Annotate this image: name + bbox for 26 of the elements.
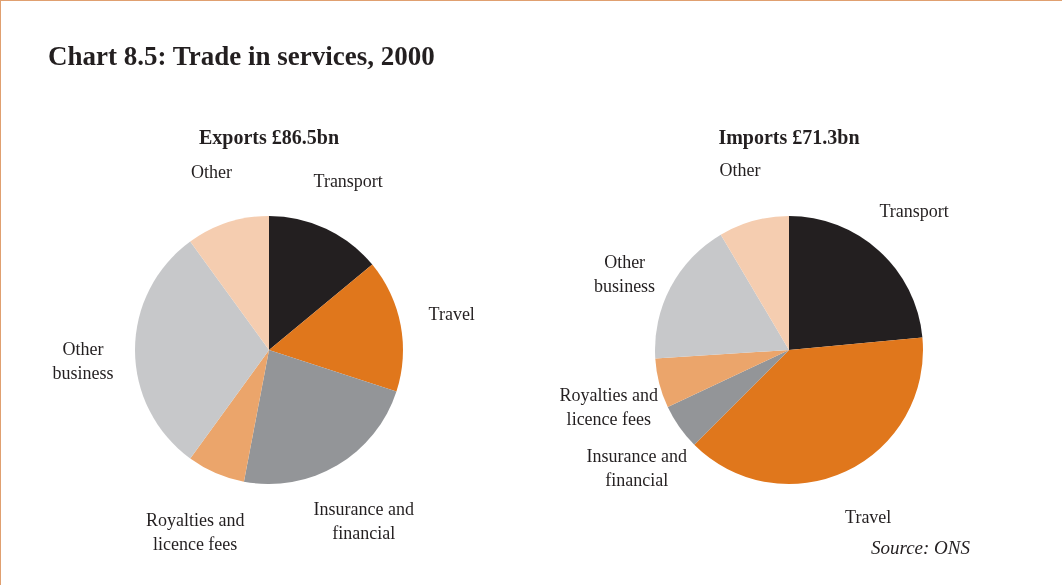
pie-slice <box>655 234 789 359</box>
pie-slice <box>269 216 373 350</box>
slice-label: Other <box>191 162 233 183</box>
slice-label: Transport <box>313 170 383 191</box>
pie-slice <box>269 264 403 392</box>
chart-subtitle: Imports £71.3bn <box>717 126 861 149</box>
pie-slice <box>135 241 269 459</box>
slice-label: Transport <box>879 201 949 222</box>
slice-label: Insurance and financial <box>313 499 414 544</box>
chart-title: Chart 8.5: Trade in services, 2000 <box>48 41 435 72</box>
slice-label: Travel <box>845 507 892 528</box>
slice-label: Insurance and financial <box>586 445 688 490</box>
slice-label: Royalties and licence fees <box>145 509 245 554</box>
pie-slice <box>694 337 923 484</box>
pie-slice <box>190 350 269 482</box>
pie-slice <box>243 350 397 484</box>
slice-label: Other <box>719 159 761 180</box>
source-note: Source: ONS <box>870 537 970 559</box>
pie-slice <box>667 350 789 445</box>
pie-slice <box>720 216 789 350</box>
slice-label: Other business <box>594 251 656 296</box>
slice-label: Travel <box>428 304 475 325</box>
pie-slice <box>190 216 269 350</box>
slice-label: Royalties and licence fees <box>559 385 659 430</box>
slice-label: Other business <box>52 339 114 383</box>
chart-subtitle: Exports £86.5bn <box>198 126 340 149</box>
